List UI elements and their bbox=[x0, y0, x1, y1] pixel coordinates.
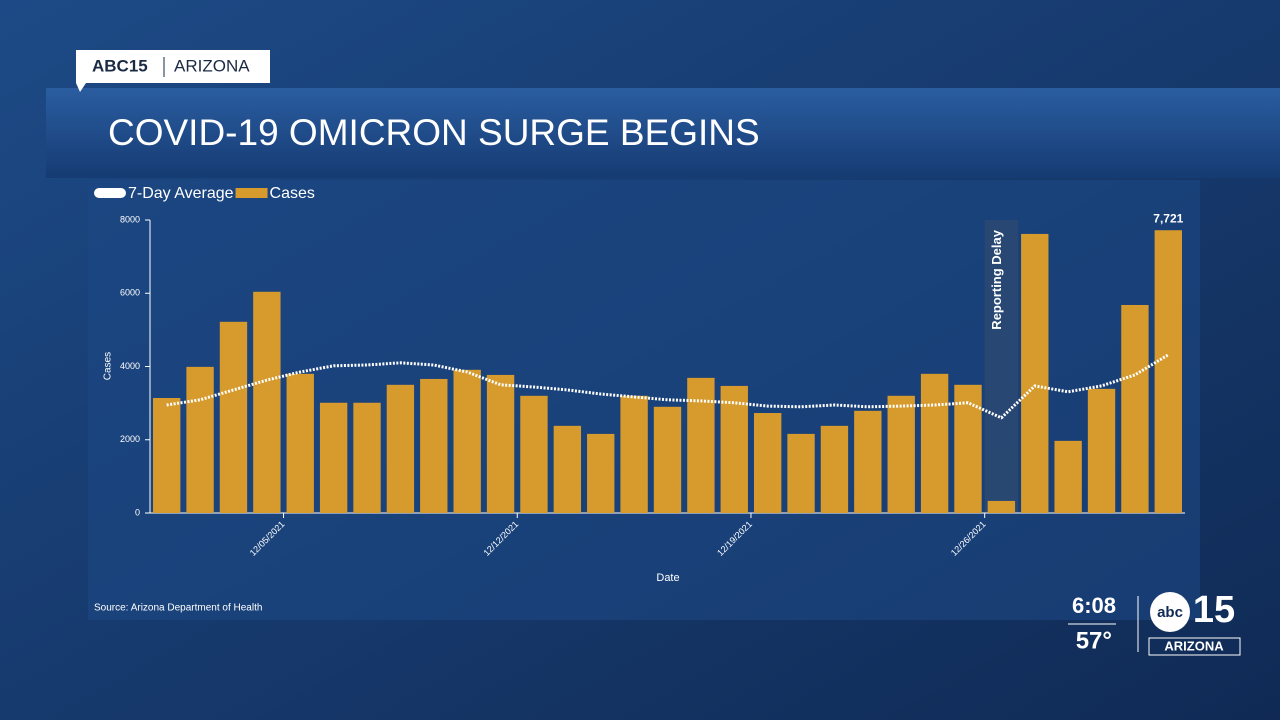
bar bbox=[987, 500, 1016, 513]
bar bbox=[720, 385, 748, 513]
y-tick-label: 4000 bbox=[120, 361, 140, 371]
bar bbox=[820, 425, 849, 513]
title-banner bbox=[46, 88, 1280, 178]
bar bbox=[687, 377, 715, 513]
y-tick-label: 2000 bbox=[120, 434, 140, 444]
bar bbox=[486, 374, 515, 513]
bar bbox=[1087, 388, 1116, 513]
bar bbox=[753, 413, 782, 513]
source: Source: Arizona Department of Health bbox=[94, 603, 262, 614]
legend-swatch bbox=[235, 188, 268, 198]
bar bbox=[219, 321, 248, 513]
logo-number: 15 bbox=[1193, 589, 1235, 631]
legend-label: Cases bbox=[270, 185, 315, 202]
region: ARIZONA bbox=[174, 56, 250, 75]
logo-circle bbox=[1150, 592, 1190, 632]
bar bbox=[787, 433, 815, 513]
bar bbox=[653, 406, 682, 513]
bar bbox=[854, 410, 882, 513]
bar bbox=[453, 369, 481, 513]
bar bbox=[253, 291, 281, 513]
y-tick-label: 0 bbox=[135, 507, 140, 517]
average-line bbox=[166, 353, 1170, 420]
y-tick-label: 6000 bbox=[120, 288, 140, 298]
bar bbox=[386, 384, 415, 513]
logo-text: abc bbox=[1157, 604, 1183, 621]
annotation-band bbox=[984, 220, 1019, 513]
bar bbox=[620, 395, 648, 513]
bar bbox=[1154, 230, 1182, 513]
annotation: Reporting Delay bbox=[989, 229, 1004, 329]
legend-label: 7-Day Average bbox=[128, 185, 234, 202]
temperature: 57° bbox=[1076, 627, 1112, 654]
logo-region: ARIZONA bbox=[1164, 638, 1224, 653]
bar bbox=[1121, 304, 1149, 513]
bar bbox=[887, 395, 915, 513]
bar bbox=[920, 373, 949, 513]
time: 6:08 bbox=[1072, 593, 1116, 618]
bar bbox=[587, 433, 615, 513]
title: COVID-19 OMICRON SURGE BEGINS bbox=[108, 112, 760, 153]
logo-region-box bbox=[1148, 637, 1241, 656]
value-label: 7,721 bbox=[1153, 211, 1183, 225]
bar bbox=[420, 378, 448, 513]
bar bbox=[319, 402, 348, 513]
bar bbox=[286, 373, 314, 513]
bar bbox=[520, 395, 548, 513]
y-axis-label: Cases bbox=[103, 352, 114, 380]
bar bbox=[186, 366, 214, 513]
legend-swatch bbox=[94, 188, 126, 198]
bar bbox=[1054, 440, 1082, 513]
bar bbox=[153, 397, 181, 513]
brand-tag bbox=[76, 50, 270, 83]
bar bbox=[353, 402, 381, 513]
y-tick-label: 8000 bbox=[120, 214, 140, 224]
tag-pointer bbox=[76, 83, 86, 92]
brand: ABC15 bbox=[92, 56, 148, 75]
x-axis-label: Date bbox=[656, 572, 679, 584]
bar bbox=[553, 425, 582, 513]
bar bbox=[1021, 233, 1049, 514]
